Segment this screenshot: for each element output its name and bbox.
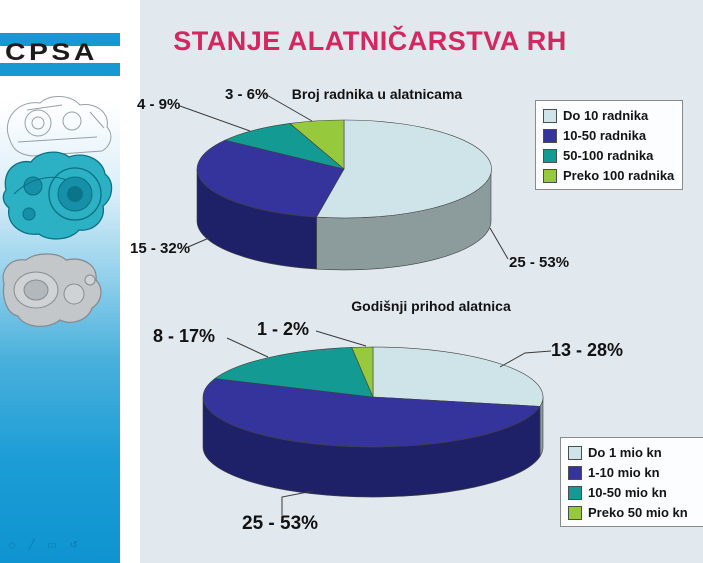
legend-item: 10-50 radnika — [543, 128, 676, 143]
legend-label: 10-50 mio kn — [588, 485, 667, 500]
pie-slice — [316, 119, 492, 219]
legend-income: Do 1 mio kn 1-10 mio kn 10-50 mio kn Pre… — [560, 437, 703, 527]
wireframe-casting-drawing — [6, 96, 112, 157]
logo-bar-top — [0, 33, 122, 46]
legend-label: Do 1 mio kn — [588, 445, 662, 460]
slide-title: STANJE ALATNIČARSTVA RH — [173, 26, 567, 56]
legend-item: Preko 50 mio kn — [568, 505, 703, 520]
callout-10-50: 15 - 32% — [130, 240, 191, 257]
pie-chart-workers — [196, 119, 492, 271]
callout-do1mio: 13 - 28% — [551, 340, 624, 360]
machinery-illustration — [2, 96, 113, 327]
legend-item: Do 10 radnika — [543, 108, 676, 123]
legend-label: Preko 100 radnika — [563, 168, 675, 183]
pie-slice — [289, 119, 345, 170]
sidebar: CPSA — [0, 0, 122, 563]
pie-slice — [224, 123, 345, 170]
callout-preko50mio: 1 - 2% — [257, 319, 310, 339]
sidebar-divider — [120, 0, 140, 563]
callout-preko100: 3 - 6% — [225, 86, 269, 103]
pie-slice — [372, 346, 544, 407]
pie-slice — [202, 378, 541, 448]
cpsa-logo: CPSA — [5, 39, 98, 66]
legend-swatch-icon — [568, 465, 582, 480]
chart2-title: Godišnji prihod alatnica — [351, 298, 511, 314]
pie-slice — [196, 139, 345, 218]
callout-1-10mio: 25 - 53% — [242, 513, 319, 534]
logo-bar-bottom — [0, 63, 122, 76]
legend-swatch-icon — [568, 505, 582, 520]
legend-item: 10-50 mio kn — [568, 485, 703, 500]
legend-label: Do 10 radnika — [563, 108, 649, 123]
legend-label: 1-10 mio kn — [588, 465, 660, 480]
legend-swatch-icon — [543, 128, 557, 143]
pie-chart-income — [202, 346, 544, 498]
legend-swatch-icon — [568, 485, 582, 500]
callout-50-100: 4 - 9% — [137, 96, 181, 113]
legend-label: 50-100 radnika — [563, 148, 654, 163]
legend-item: 1-10 mio kn — [568, 465, 703, 480]
legend-item: Do 1 mio kn — [568, 445, 703, 460]
legend-item: Preko 100 radnika — [543, 168, 676, 183]
drawing-toolbar-ghost-icons[interactable]: ◇ ╱ ▭ ↺ — [8, 540, 83, 551]
callout-10-50mio: 8 - 17% — [153, 326, 216, 346]
legend-label: 10-50 radnika — [563, 128, 647, 143]
legend-swatch-icon — [568, 445, 582, 460]
legend-label: Preko 50 mio kn — [588, 505, 688, 520]
gray-casting-model — [2, 253, 102, 327]
legend-swatch-icon — [543, 168, 557, 183]
chart1-title: Broj radnika u alatnicama — [291, 86, 463, 102]
legend-item: 50-100 radnika — [543, 148, 676, 163]
legend-swatch-icon — [543, 108, 557, 123]
legend-swatch-icon — [543, 148, 557, 163]
pie-slice — [351, 346, 374, 398]
pie-slice — [214, 347, 374, 398]
teal-casting-model — [2, 151, 113, 240]
legend-workers: Do 10 radnika 10-50 radnika 50-100 radni… — [535, 100, 683, 190]
callout-do10: 25 - 53% — [509, 254, 570, 271]
leader-lines — [179, 93, 552, 515]
